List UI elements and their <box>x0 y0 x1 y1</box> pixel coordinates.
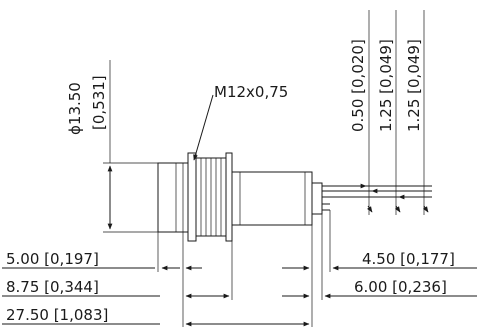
front-cap <box>157 162 189 233</box>
pin-dim-3: 1.25 [0,049] <box>405 39 423 132</box>
pin-dimensions: 0.50 [0,020] 1.25 [0,049] 1.25 [0,049] <box>348 10 429 215</box>
pin-dim-1: 0.50 [0,020] <box>349 39 367 132</box>
pin-dim-2: 1.25 [0,049] <box>377 39 395 132</box>
contact-pins <box>322 185 432 211</box>
connector-body <box>157 152 432 242</box>
right-dimensions: 4.50 [0,177] 6.00 [0,236] <box>282 210 477 300</box>
pin-block <box>311 182 323 215</box>
thread-label: M12x0,75 <box>214 83 288 101</box>
left-dim-2: 8.75 [0,344] <box>6 278 99 296</box>
right-dim-1: 4.50 [0,177] <box>362 250 455 268</box>
left-dimensions: 5.00 [0,197] 8.75 [0,344] 27.50 [1,083] <box>2 225 313 327</box>
thread-section <box>187 152 233 242</box>
diameter-dimension: ϕ13.50 [0,531] <box>66 60 158 233</box>
right-dim-2: 6.00 [0,236] <box>354 278 447 296</box>
left-dim-3: 27.50 [1,083] <box>6 306 108 324</box>
left-dim-1: 5.00 [0,197] <box>6 250 99 268</box>
thread-callout: M12x0,75 <box>193 83 288 161</box>
diameter-mm-label: ϕ13.50 <box>66 82 84 135</box>
diameter-inch-label: [0,531] <box>90 75 108 130</box>
rear-body <box>231 171 313 226</box>
